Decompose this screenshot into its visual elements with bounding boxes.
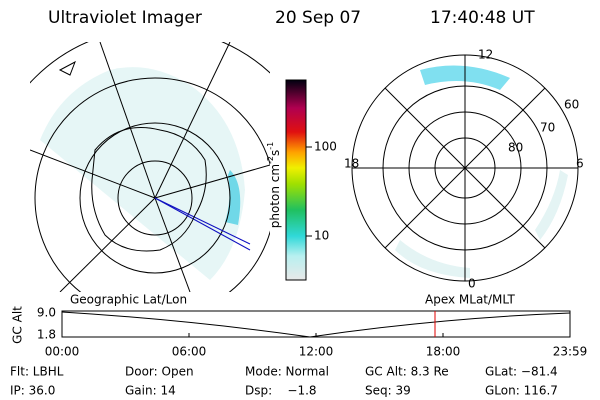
status-field: Door: Open: [125, 365, 194, 379]
x-tick-label: 06:00: [172, 345, 207, 359]
altitude-panel: Geographic Lat/Lon Apex MLat/MLT GC Alt …: [11, 293, 588, 359]
panel-title: Geographic Lat/Lon: [70, 293, 187, 307]
header: Ultraviolet Imager 20 Sep 07 17:40:48 UT: [48, 8, 535, 28]
status-field: Dsp: −1.8: [245, 384, 317, 398]
x-tick-label: 12:00: [299, 345, 334, 359]
status-field: Gain: 14: [125, 384, 176, 398]
colorbar-unit: photon cm-2s-1: [266, 142, 282, 229]
instrument-title: Ultraviolet Imager: [48, 8, 202, 28]
mlat-label: 70: [540, 121, 555, 135]
x-tick-label: 00:00: [45, 345, 80, 359]
footer: Flt: LBHL Door: Open Mode: Normal GC Alt: 8…: [10, 365, 558, 398]
geographic-map: [30, 42, 270, 292]
y-tick-label: 9.0: [37, 306, 56, 320]
mlt-label: 12: [478, 48, 493, 62]
mlt-label: 6: [576, 157, 584, 171]
panel-title: Apex MLat/MLT: [425, 293, 515, 307]
polar-plot: 12 18 6 0 60 70 80: [344, 48, 584, 291]
status-field: Seq: 39: [365, 384, 411, 398]
x-tick-label: 18:00: [426, 345, 461, 359]
status-field: IP: 36.0: [10, 384, 55, 398]
x-tick-label: 23:59: [553, 345, 588, 359]
time: 17:40:48 UT: [430, 8, 535, 28]
y-tick-label: 1.8: [37, 328, 56, 342]
mlat-label: 80: [508, 141, 523, 155]
mlat-label: 60: [564, 98, 579, 112]
date: 20 Sep 07: [275, 8, 361, 28]
status-field: GLon: 116.7: [485, 384, 558, 398]
mlt-label: 0: [468, 277, 476, 291]
status-field: Mode: Normal: [245, 365, 329, 379]
colorbar: 100 10 photon cm-2s-1: [266, 79, 337, 281]
colorbar-tick: 100: [314, 140, 337, 154]
y-axis-label: GC Alt: [11, 306, 25, 344]
status-field: GC Alt: 8.3 Re: [365, 365, 449, 379]
status-field: Flt: LBHL: [10, 365, 64, 379]
status-field: GLat: −81.4: [485, 365, 558, 379]
mlt-label: 18: [344, 157, 359, 171]
colorbar-tick: 10: [314, 229, 329, 243]
